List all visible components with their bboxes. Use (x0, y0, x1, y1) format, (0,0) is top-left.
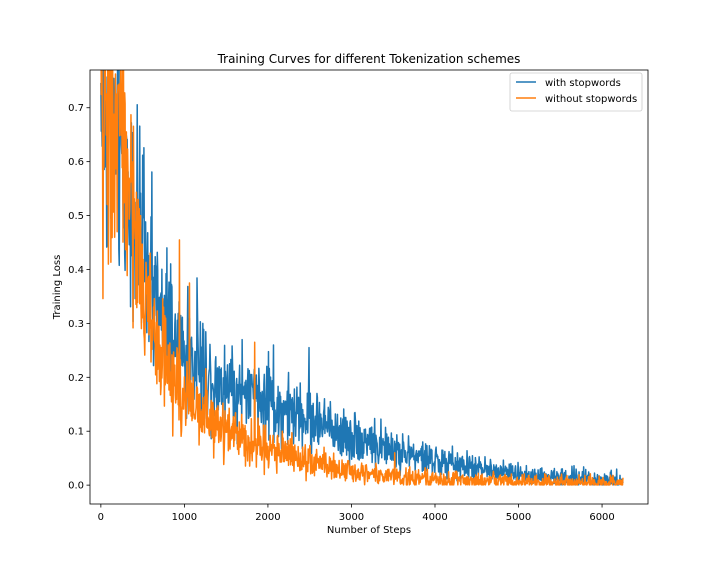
x-tick-label: 4000 (422, 512, 447, 523)
y-tick-label: 0.0 (68, 481, 84, 492)
x-tick-label: 3000 (339, 512, 364, 523)
legend: with stopwords without stopwords (509, 72, 643, 112)
y-axis-ticks: 0.0 0.1 0.2 0.3 0.4 0.5 0.6 0.7 (68, 103, 90, 492)
y-tick-label: 0.4 (68, 265, 84, 276)
y-tick-label: 0.5 (68, 211, 84, 222)
legend-label-without-stopwords: without stopwords (545, 94, 637, 105)
y-axis-label: Training Loss (52, 255, 63, 321)
x-tick-label: 2000 (255, 512, 280, 523)
x-tick-label: 5000 (506, 512, 531, 523)
x-tick-label: 6000 (589, 512, 614, 523)
y-tick-label: 0.1 (68, 427, 84, 438)
y-tick-label: 0.7 (68, 103, 84, 114)
y-tick-label: 0.2 (68, 373, 84, 384)
x-axis-label: Number of Steps (327, 525, 411, 536)
plot-frame (89, 69, 649, 505)
y-tick-label: 0.3 (68, 319, 84, 330)
y-tick-label: 0.6 (68, 157, 84, 168)
series-line-without-stopwords (100, 70, 624, 486)
x-axis-ticks: 0 1000 2000 3000 4000 5000 6000 (98, 504, 615, 523)
legend-box (509, 72, 643, 112)
x-tick-label: 0 (98, 512, 104, 523)
x-tick-label: 1000 (172, 512, 197, 523)
series-layer (100, 70, 624, 486)
legend-label-with-stopwords: with stopwords (545, 78, 621, 89)
series-line-with-stopwords (100, 70, 624, 486)
chart-title: Training Curves for different Tokenizati… (217, 52, 521, 66)
